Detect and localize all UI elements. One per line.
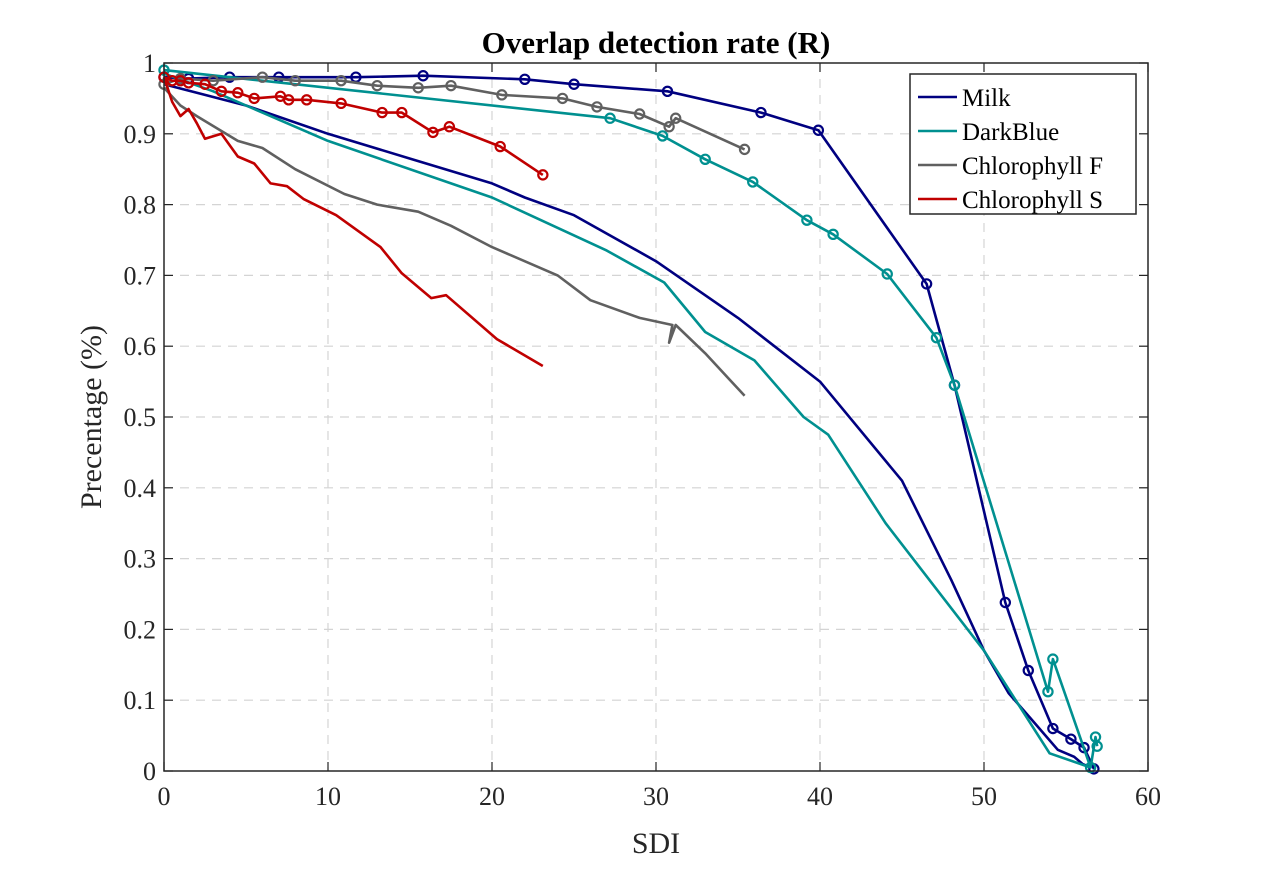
chart-title: Overlap detection rate (R) [482,25,831,60]
y-tick-label: 0.8 [124,191,157,220]
data-point-milk [568,78,580,90]
y-tick-label: 0.2 [124,615,157,644]
y-axis-label: Precentage (%) [75,325,108,509]
legend-label-darkblue: DarkBlue [962,119,1059,146]
data-point-milk [920,278,933,290]
series-line-chlorophyll-f-marked [163,75,746,151]
y-tick-label: 0 [143,757,156,786]
x-tick-label: 30 [643,782,669,811]
legend: Milk DarkBlue Chlorophyll F Chlorophyll S [909,73,1137,215]
data-point-darkblue [1042,686,1054,698]
data-point-chlorophyll-s [443,121,456,133]
data-point-chlorophyll-s [427,126,439,139]
data-point-chlorophyll-f [371,79,383,92]
data-point-chlorophyll-f [633,108,646,120]
y-tick-label: 1 [143,49,156,78]
data-point-darkblue [1091,740,1103,752]
data-point-darkblue [1084,761,1097,774]
data-point-chlorophyll-f [663,121,675,133]
data-point-chlorophyll-f [412,82,424,94]
data-point-chlorophyll-f [496,89,508,101]
y-tick-label: 0.4 [124,474,157,503]
series-line-darkblue [163,72,1092,769]
x-tick-label: 40 [807,782,833,811]
data-point-chlorophyll-s [335,97,347,110]
data-point-darkblue [747,176,759,188]
y-tick-label: 0.9 [124,120,157,149]
series-line-darkblue-marked [163,68,1099,769]
data-point-chlorophyll-f [289,74,301,87]
data-point-chlorophyll-s [300,94,313,106]
data-point-chlorophyll-f [738,143,751,156]
y-tick-label: 0.5 [124,403,157,432]
data-point-chlorophyll-s [182,77,195,89]
data-point-milk [999,596,1012,609]
data-point-darkblue [656,130,669,142]
y-tick-label: 0.1 [124,686,157,715]
data-point-chlorophyll-s [215,85,228,98]
data-point-chlorophyll-s [537,169,549,181]
data-point-darkblue [1047,653,1059,665]
data-point-milk [1047,722,1059,735]
data-point-chlorophyll-s [199,78,211,90]
data-point-chlorophyll-s [282,94,295,106]
data-point-chlorophyll-f [669,112,682,124]
x-tick-label: 50 [971,782,997,811]
data-point-darkblue [699,153,711,165]
x-tick-label: 20 [479,782,505,811]
data-point-chlorophyll-f [556,92,569,105]
data-point-milk [755,106,767,119]
data-point-chlorophyll-f [445,79,457,92]
y-tick-label: 0.7 [124,261,157,290]
data-point-milk [661,85,674,98]
y-tick-label: 0.3 [124,545,157,574]
data-point-milk [812,124,825,136]
series-layer [158,64,1103,775]
tick-layer: 0 10 20 30 40 50 60 0 0.1 0.2 0.3 0.4 0.5 0.6 0.7 0.8 0.… [124,49,1162,811]
legend-label-chlorophyll-s: Chlorophyll S [962,187,1103,214]
series-line-milk [163,82,1092,769]
series-line-chlorophyll-f [163,86,746,397]
data-point-milk [1022,664,1034,677]
data-point-darkblue [827,228,839,241]
data-point-chlorophyll-s [248,92,260,105]
legend-label-milk: Milk [962,85,1011,112]
data-point-darkblue [881,268,893,280]
data-point-darkblue [801,214,813,226]
data-point-chlorophyll-s [376,106,388,119]
series-line-chlorophyll-s [162,76,544,368]
data-point-chlorophyll-f [335,74,347,87]
legend-entries: Milk DarkBlue Chlorophyll F Chlorophyll S [918,85,1103,214]
data-point-chlorophyll-s [396,106,408,119]
data-point-darkblue [604,112,616,124]
x-tick-label: 10 [315,782,341,811]
data-point-chlorophyll-f [591,101,603,113]
x-tick-label: 60 [1135,782,1161,811]
legend-label-chlorophyll-f: Chlorophyll F [962,153,1103,180]
data-point-darkblue [948,379,961,391]
data-point-milk [417,70,429,82]
x-axis-label: SDI [632,827,680,860]
data-point-chlorophyll-f [256,71,269,83]
data-point-darkblue [930,332,943,344]
x-tick-label: 0 [158,782,171,811]
data-point-milk [519,73,531,85]
y-tick-label: 0.6 [124,332,157,361]
data-point-chlorophyll-s [232,87,244,99]
data-point-chlorophyll-s [494,140,506,153]
data-point-milk [1065,733,1077,745]
series-line-milk-marked [163,74,1096,770]
